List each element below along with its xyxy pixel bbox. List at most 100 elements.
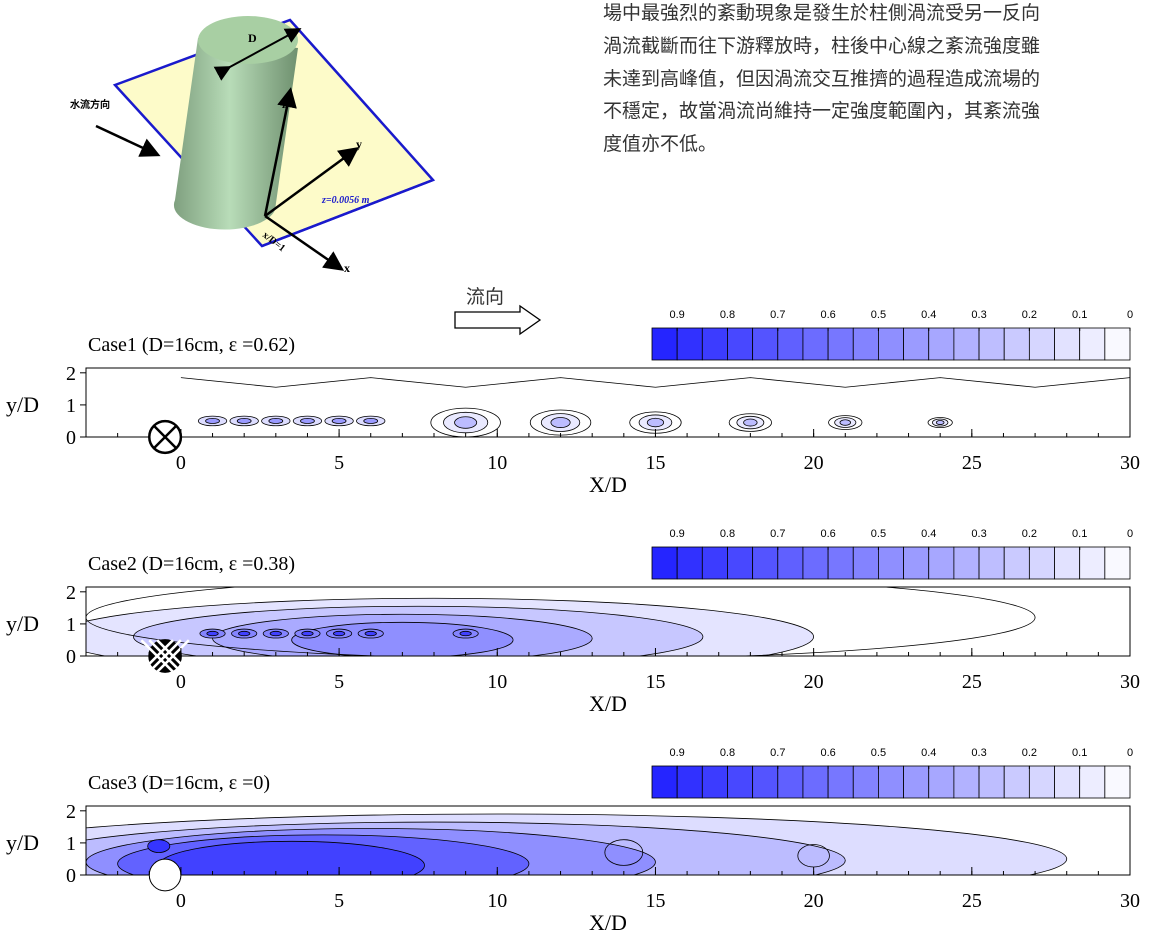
x-tick-label: 30 [1120, 452, 1140, 474]
colorbar-cell [828, 766, 853, 798]
colorbar-cell [1055, 547, 1080, 579]
cylinder-diagram: D z y x 水流方向 z=0.0056 m x/D=1 [69, 16, 433, 275]
colorbar-cell [803, 766, 828, 798]
colorbar-cell [677, 328, 702, 360]
contour-level [270, 631, 281, 635]
colorbar-tick-label: 0.1 [1072, 309, 1087, 321]
paragraph-line: 未達到高峰值，但因渦流交互推擠的過程造成流場的 [603, 68, 1040, 90]
colorbar-tick-label: 0.4 [921, 747, 936, 759]
contour-level [159, 841, 425, 889]
colorbar-cell [929, 547, 954, 579]
colorbar-tick-label: 0.5 [871, 528, 886, 540]
colorbar-tick-label: 0.3 [971, 747, 986, 759]
colorbar-cell [904, 328, 929, 360]
flow-direction-arrow [455, 306, 540, 334]
contour-level [460, 631, 471, 635]
colorbar-cell [677, 766, 702, 798]
y-axis-label: y/D [6, 392, 39, 417]
colorbar-cell [853, 328, 878, 360]
colorbar-cell [753, 328, 778, 360]
contour-field [181, 378, 1130, 437]
colorbar-cell [803, 328, 828, 360]
x-tick-label: 15 [645, 671, 665, 693]
colorbar-cell [778, 766, 803, 798]
colorbar-tick-label: 0.1 [1072, 528, 1087, 540]
chart-title: Case1 (D=16cm, ε =0.62) [88, 334, 295, 356]
colorbar-tick-label: 0.3 [971, 309, 986, 321]
colorbar-tick-label: 0.2 [1022, 309, 1037, 321]
x-tick-label: 25 [962, 890, 982, 912]
contour-level [936, 421, 944, 425]
x-axis-label: X/D [589, 691, 627, 716]
colorbar-cell [652, 766, 677, 798]
chart-title: Case2 (D=16cm, ε =0.38) [88, 553, 295, 575]
colorbar-tick-label: 0 [1127, 747, 1133, 759]
label-d: D [248, 31, 257, 45]
colorbar-cell [702, 328, 727, 360]
y-tick-label: 2 [66, 363, 76, 385]
paragraph-line: 渦流截斷而往下游釋放時，柱後中心線之紊流強度雖 [603, 35, 1040, 57]
colorbar-cell [727, 547, 752, 579]
colorbar-cell [727, 328, 752, 360]
x-tick-label: 0 [176, 890, 186, 912]
colorbar-cell [702, 547, 727, 579]
plane-label: z=0.0056 m [321, 195, 370, 206]
colorbar-cell [1055, 766, 1080, 798]
colorbar-cell [954, 766, 979, 798]
colorbar-tick-label: 0.2 [1022, 528, 1037, 540]
colorbar-tick-label: 0.7 [770, 747, 785, 759]
y-axis-label: y/D [6, 611, 39, 636]
colorbar-cell [753, 547, 778, 579]
colorbar-tick-label: 0.8 [720, 528, 735, 540]
colorbar-tick-label: 0 [1127, 528, 1133, 540]
colorbar-cell [929, 766, 954, 798]
contour-level [148, 840, 170, 853]
colorbar-cell [979, 547, 1004, 579]
colorbar-tick-label: 0.8 [720, 309, 735, 321]
colorbar-cell [979, 328, 1004, 360]
colorbar-tick-label: 0.4 [921, 528, 936, 540]
colorbar-cell [954, 328, 979, 360]
colorbar-tick-label: 0.7 [770, 528, 785, 540]
y-tick-label: 1 [66, 833, 76, 855]
colorbar-tick-label: 0.6 [820, 747, 835, 759]
y-tick-label: 2 [66, 582, 76, 604]
colorbar-tick-label: 0.2 [1022, 747, 1037, 759]
chart-title: Case3 (D=16cm, ε =0) [88, 772, 270, 794]
colorbar-cell [878, 766, 903, 798]
contour-level [840, 420, 851, 426]
colorbar-cell [954, 547, 979, 579]
contour-line [181, 378, 1130, 388]
contour-level [365, 631, 376, 635]
x-tick-label: 5 [334, 452, 344, 474]
x-tick-label: 20 [804, 671, 824, 693]
contour-level [744, 419, 758, 426]
flow-direction-label: 流向 [466, 286, 504, 308]
contour-level [647, 418, 663, 427]
colorbar-cell [1029, 547, 1054, 579]
colorbar-tick-label: 0.4 [921, 309, 936, 321]
contour-level [206, 418, 220, 423]
y-tick-label: 2 [66, 801, 76, 823]
colorbar-tick-label: 0.3 [971, 528, 986, 540]
colorbar-cell [753, 766, 778, 798]
colorbar-cell [1105, 547, 1130, 579]
y-tick-label: 1 [66, 614, 76, 636]
colorbar-tick-label: 0.9 [670, 747, 685, 759]
colorbar-cell [702, 766, 727, 798]
plot-frame [86, 368, 1130, 437]
colorbar-cell [1080, 547, 1105, 579]
paragraph-line: 度值亦不低。 [603, 133, 717, 155]
colorbar-cell [1029, 766, 1054, 798]
contour-level [455, 417, 477, 429]
contour-level [300, 418, 314, 423]
cylinder-marker [149, 859, 181, 891]
colorbar-cell [677, 547, 702, 579]
y-axis-label: y/D [6, 830, 39, 855]
colorbar-cell [979, 766, 1004, 798]
contour-level [333, 631, 344, 635]
contour-level [332, 418, 346, 423]
colorbar-tick-label: 0 [1127, 309, 1133, 321]
colorbar-cell [1029, 328, 1054, 360]
x-tick-label: 5 [334, 890, 344, 912]
